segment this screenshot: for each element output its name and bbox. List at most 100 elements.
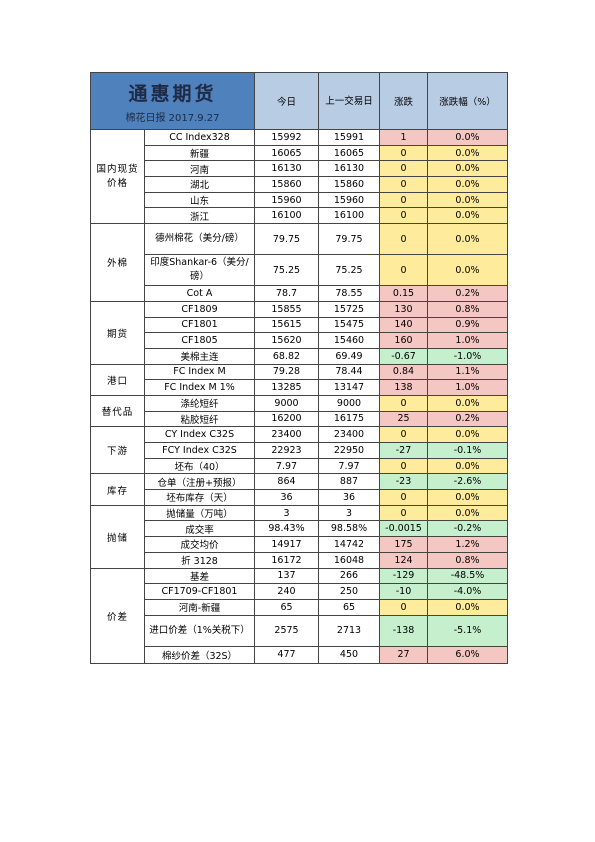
item-cell: 新疆	[144, 144, 255, 162]
col-header-prev: 上一交易日	[318, 72, 380, 130]
change-cell: 1	[379, 129, 428, 146]
category-cell: 国内现货价格	[90, 128, 145, 225]
table-row: 河南-新疆 65 65 0 0.0%	[91, 598, 508, 616]
table-row: 河南 16130 16130 0 0.0%	[91, 160, 508, 178]
today-cell: 2575	[254, 614, 319, 647]
today-cell: 7.97	[254, 457, 319, 475]
category-cell: 港口	[90, 363, 145, 396]
company-title: 通惠期货	[128, 83, 217, 105]
change-cell: 0	[379, 223, 428, 256]
change-cell: -129	[379, 567, 428, 585]
change-cell: -23	[379, 473, 428, 491]
report-title-block: 通惠期货 棉花日报 2017.9.27	[90, 72, 255, 130]
pct-cell: 1.0%	[427, 332, 508, 349]
category-cell: 期货	[90, 300, 145, 365]
table-row: 成交均价 14917 14742 175 1.2%	[91, 536, 508, 553]
table-row: 抛储 抛储量（万吨） 3 3 0 0.0%	[90, 504, 508, 569]
change-cell: 27	[379, 645, 428, 664]
prev-cell: 15475	[318, 316, 380, 334]
pct-cell: 0.0%	[427, 223, 508, 256]
table-row: 粘胶短纤 16200 16175 25 0.2%	[91, 410, 508, 428]
item-cell: CY Index C32S	[144, 426, 255, 443]
item-cell: 涤纶短纤	[144, 394, 255, 412]
prev-cell: 79.75	[318, 223, 380, 256]
pct-cell: 0.0%	[427, 457, 508, 475]
prev-cell: 887	[318, 473, 380, 491]
pct-cell: 0.8%	[427, 300, 508, 318]
change-cell: -27	[379, 442, 428, 459]
change-cell: 140	[379, 316, 428, 334]
change-cell: 0	[379, 457, 428, 475]
table-row: 库存 仓单（注册+预报） 864 887 -23 -2.6%	[90, 473, 508, 506]
table-row: 坯布库存（天） 36 36 0 0.0%	[91, 489, 508, 506]
pct-cell: 0.0%	[427, 489, 508, 506]
pct-cell: 0.0%	[427, 426, 508, 443]
today-cell: 23400	[254, 426, 319, 443]
prev-cell: 69.49	[318, 347, 380, 365]
table-row: CF1709-CF1801 240 250 -10 -4.0%	[91, 583, 508, 600]
pct-cell: -0.1%	[427, 442, 508, 459]
change-cell: 0	[379, 598, 428, 616]
today-cell: 14917	[254, 536, 319, 553]
item-cell: 成交率	[144, 520, 255, 538]
prev-cell: 2713	[318, 614, 380, 647]
prev-cell: 15991	[318, 129, 380, 146]
today-cell: 75.25	[254, 254, 319, 287]
pct-cell: 0.0%	[427, 254, 508, 287]
table-row: 替代品 涤纶短纤 9000 9000 0 0.0%	[90, 394, 508, 428]
item-cell: 美棉主连	[144, 347, 255, 365]
category-cell: 抛储	[90, 504, 145, 569]
prev-cell: 3	[318, 504, 380, 522]
today-cell: 137	[254, 567, 319, 585]
item-cell: 仓单（注册+预报）	[144, 473, 255, 491]
prev-cell: 78.44	[318, 363, 380, 381]
item-cell: CF1801	[144, 316, 255, 334]
today-cell: 98.43%	[254, 520, 319, 538]
today-cell: 79.28	[254, 363, 319, 381]
item-cell: 基差	[144, 567, 255, 585]
item-cell: 河南	[144, 160, 255, 178]
pct-cell: 0.0%	[427, 160, 508, 178]
item-cell: 坯布库存（天）	[144, 489, 255, 506]
table-row: 山东 15960 15960 0 0.0%	[91, 191, 508, 209]
table-row: FC Index M 1% 13285 13147 138 1.0%	[91, 379, 508, 396]
today-cell: 16200	[254, 410, 319, 428]
pct-cell: 0.8%	[427, 551, 508, 569]
today-cell: 15992	[254, 129, 319, 146]
change-cell: 25	[379, 410, 428, 428]
prev-cell: 266	[318, 567, 380, 585]
today-cell: 240	[254, 583, 319, 600]
today-cell: 22923	[254, 442, 319, 459]
prev-cell: 15960	[318, 191, 380, 209]
cotton-daily-report-table: 通惠期货 棉花日报 2017.9.27 今日 上一交易日 涨跌 涨跌幅（%） 国…	[90, 72, 508, 664]
prev-cell: 250	[318, 583, 380, 600]
change-cell: 175	[379, 536, 428, 553]
item-cell: 折 3128	[144, 551, 255, 569]
today-cell: 78.7	[254, 285, 319, 302]
table-row: 美棉主连 68.82 69.49 -0.67 -1.0%	[91, 347, 508, 365]
prev-cell: 36	[318, 489, 380, 506]
item-cell: 湖北	[144, 176, 255, 193]
item-cell: 山东	[144, 191, 255, 209]
today-cell: 13285	[254, 379, 319, 396]
prev-cell: 16048	[318, 551, 380, 569]
table-row: FCY Index C32S 22923 22950 -27 -0.1%	[91, 442, 508, 459]
prev-cell: 14742	[318, 536, 380, 553]
prev-cell: 78.55	[318, 285, 380, 302]
col-header-change: 涨跌	[379, 72, 428, 130]
change-cell: 160	[379, 332, 428, 349]
change-cell: 0	[379, 144, 428, 162]
change-cell: 0	[379, 489, 428, 506]
change-cell: 0.15	[379, 285, 428, 302]
prev-cell: 15860	[318, 176, 380, 193]
table-row: 新疆 16065 16065 0 0.0%	[91, 144, 508, 162]
item-cell: FCY Index C32S	[144, 442, 255, 459]
category-cell: 下游	[90, 426, 145, 475]
prev-cell: 16175	[318, 410, 380, 428]
today-cell: 3	[254, 504, 319, 522]
table-row: 成交率 98.43% 98.58% -0.0015 -0.2%	[91, 520, 508, 538]
pct-cell: 0.2%	[427, 410, 508, 428]
table-row: CF1801 15615 15475 140 0.9%	[91, 316, 508, 334]
prev-cell: 13147	[318, 379, 380, 396]
table-row: 外棉 德州棉花（美分/磅） 79.75 79.75 0 0.0%	[90, 223, 508, 302]
